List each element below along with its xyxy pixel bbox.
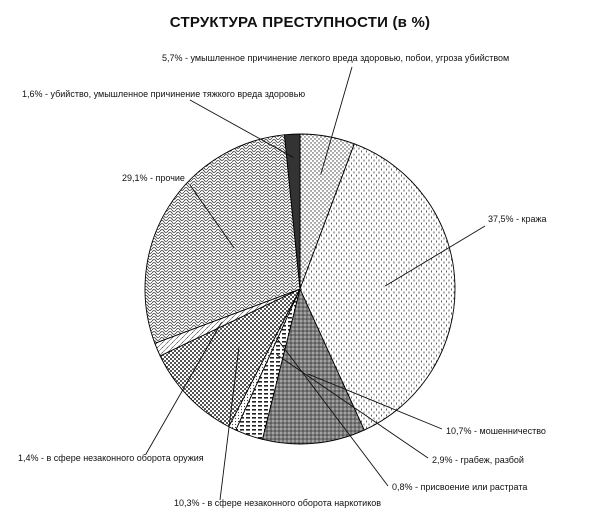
leader-line [219, 348, 240, 501]
slice-murder [283, 133, 301, 290]
slice-label: 2,9% - грабеж, разбой [432, 455, 524, 465]
slice-theft [299, 143, 456, 431]
slice-label: 5,7% - умышленное причинение легкого вре… [162, 53, 509, 63]
chart-title: СТРУКТУРА ПРЕСТУПНОСТИ (в %) [169, 14, 431, 31]
slice-drugs [159, 288, 302, 428]
slice-label: 10,3% - в сфере незаконного оборота нарк… [174, 498, 381, 508]
slice-other [144, 134, 301, 344]
leader-line [320, 66, 353, 175]
slice-label: 1,6% - убийство, умышленное причинение т… [22, 89, 305, 99]
slice-label: 29,1% - прочие [122, 173, 185, 183]
slice-label: 37,5% - кража [488, 214, 547, 224]
slice-label: 1,4% - в сфере незаконного оборота оружи… [18, 453, 204, 463]
leader-line [275, 337, 389, 487]
slice-label: 0,8% - присвоение или растрата [392, 482, 527, 492]
leader-line [145, 322, 222, 455]
slice-fraud [261, 287, 365, 445]
slice-label: 10,7% - мошенничество [446, 426, 546, 436]
leader-line [384, 225, 486, 287]
leader-line [189, 99, 294, 158]
leader-line [189, 184, 235, 249]
leader-line [307, 373, 443, 430]
